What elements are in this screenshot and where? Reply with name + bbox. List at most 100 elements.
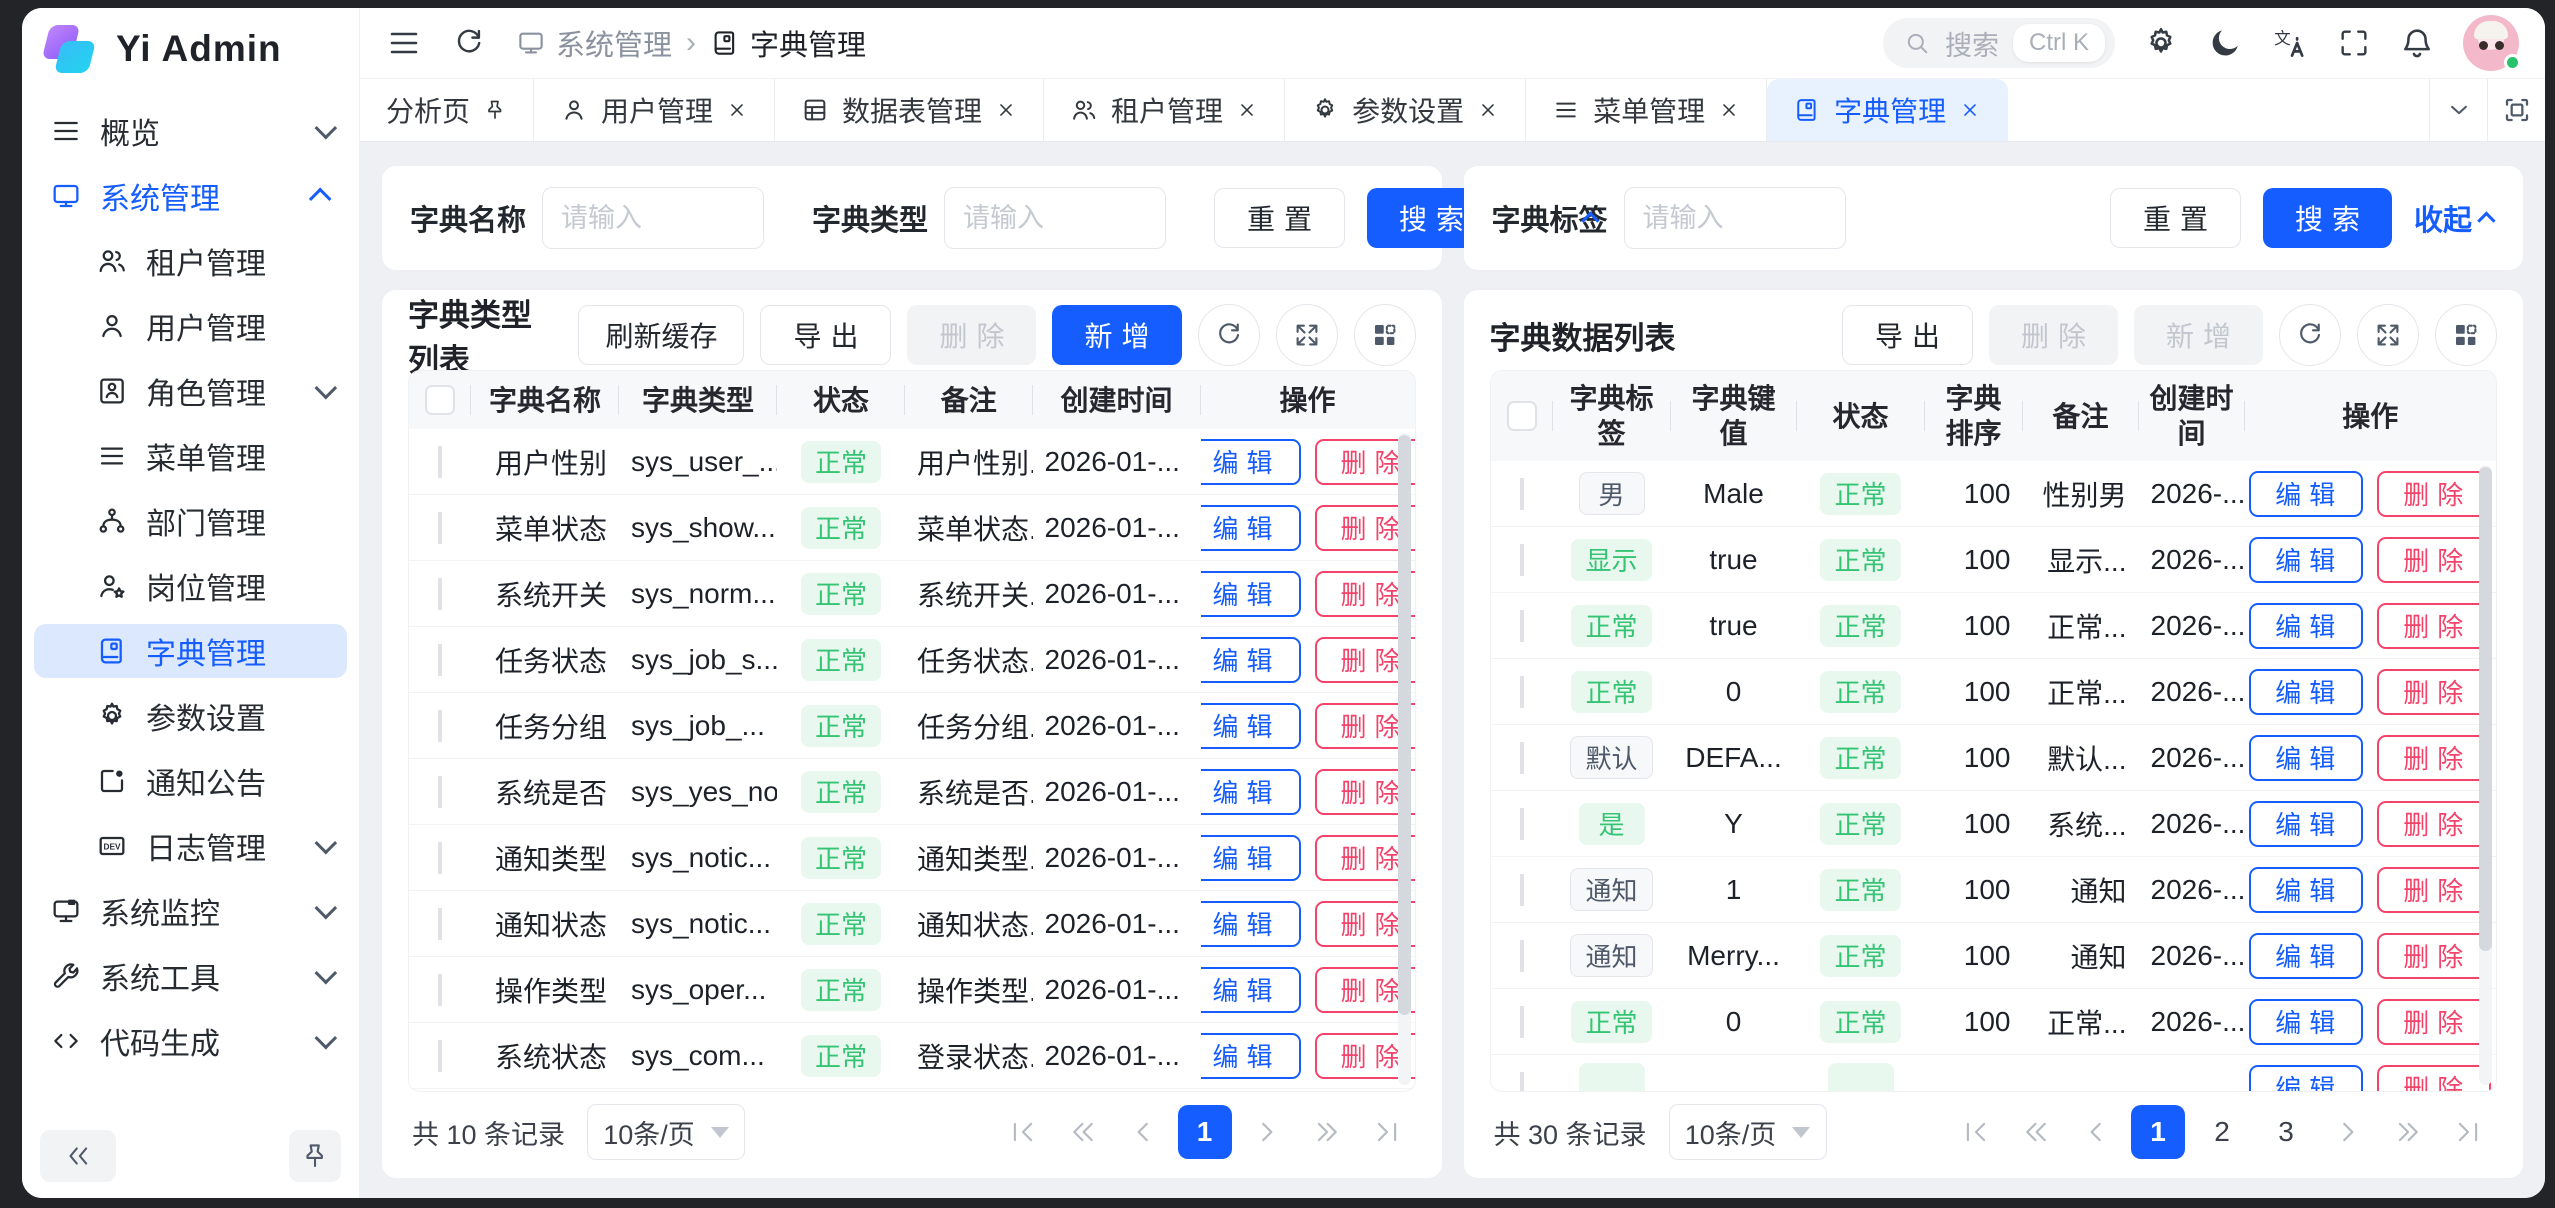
column-settings-icon[interactable]	[2435, 304, 2497, 366]
row-checkbox[interactable]	[1519, 873, 1524, 906]
delete-button[interactable]: 删除	[2377, 734, 2492, 781]
edit-button[interactable]: 编辑	[2249, 932, 2364, 979]
toolbar-button-导出[interactable]: 导出	[1841, 305, 1973, 365]
delete-button[interactable]: 删除	[2377, 602, 2492, 649]
tab-0[interactable]: 分析页	[360, 79, 535, 141]
page-first-button[interactable]	[998, 1107, 1048, 1157]
tab-2[interactable]: 数据表管理	[775, 79, 1045, 141]
page-number-1[interactable]: 1	[1177, 1105, 1232, 1159]
row-checkbox[interactable]	[438, 775, 442, 808]
page-size-select[interactable]: 10条/页	[1668, 1104, 1827, 1160]
refresh-page-icon[interactable]	[452, 26, 486, 60]
pin-icon[interactable]	[483, 98, 507, 122]
tab-close-icon[interactable]	[995, 99, 1017, 121]
page-number-1[interactable]: 1	[2131, 1105, 2185, 1159]
row-checkbox[interactable]	[1519, 741, 1524, 774]
sidebar-item-11[interactable]: DEV 日志管理	[34, 819, 347, 873]
sidebar-item-10[interactable]: 通知公告	[34, 754, 347, 808]
edit-button[interactable]: 编辑	[2249, 866, 2364, 913]
dict-name-input[interactable]	[542, 187, 765, 249]
tab-6[interactable]: 字典管理	[1767, 79, 2009, 141]
edit-button[interactable]: 编辑	[1200, 570, 1301, 617]
sidebar-item-5[interactable]: 菜单管理	[34, 429, 347, 483]
breadcrumb-item-1[interactable]: 字典管理	[710, 22, 866, 64]
column-settings-icon[interactable]	[1353, 304, 1416, 366]
edit-button[interactable]: 编辑	[2249, 734, 2364, 781]
row-checkbox[interactable]	[1519, 477, 1524, 510]
tab-close-icon[interactable]	[1959, 99, 1981, 121]
page-fwd5-button[interactable]	[2383, 1107, 2433, 1157]
select-all-checkbox[interactable]	[1506, 401, 1537, 431]
edit-button[interactable]: 编辑	[1200, 702, 1301, 749]
sidebar-item-7[interactable]: 岗位管理	[34, 559, 347, 613]
row-checkbox[interactable]	[1519, 609, 1524, 642]
tab-close-icon[interactable]	[1477, 99, 1499, 121]
sidebar-item-9[interactable]: 参数设置	[34, 689, 347, 743]
hamburger-menu-icon[interactable]	[386, 25, 422, 61]
tabs-dropdown-button[interactable]	[2429, 79, 2487, 141]
fullscreen-icon[interactable]	[2337, 26, 2371, 60]
delete-button[interactable]: 删除	[2377, 932, 2492, 979]
sidebar-item-8[interactable]: 字典管理	[34, 624, 347, 678]
row-checkbox[interactable]	[1519, 807, 1524, 840]
toolbar-button-新增[interactable]: 新增	[1052, 305, 1182, 365]
edit-button[interactable]: 编辑	[1200, 768, 1301, 815]
edit-button[interactable]: 编辑	[1200, 966, 1301, 1013]
edit-button[interactable]: 编辑	[2249, 602, 2364, 649]
row-checkbox[interactable]	[1519, 1071, 1524, 1091]
edit-button[interactable]: 编辑	[2249, 1064, 2364, 1091]
edit-button[interactable]: 编辑	[2249, 998, 2364, 1045]
delete-button[interactable]: 删除	[2377, 800, 2492, 847]
bell-icon[interactable]	[2399, 25, 2435, 61]
gear-icon[interactable]	[2143, 25, 2179, 61]
edit-button[interactable]: 编辑	[1200, 1032, 1301, 1079]
moon-icon[interactable]	[2207, 25, 2243, 61]
row-checkbox[interactable]	[1519, 675, 1524, 708]
row-checkbox[interactable]	[438, 973, 442, 1006]
delete-button[interactable]: 删除	[2377, 536, 2492, 583]
page-number-2[interactable]: 2	[2214, 1116, 2230, 1147]
reset-button[interactable]: 重置	[1214, 188, 1346, 248]
page-first-button[interactable]	[1951, 1107, 2001, 1157]
tab-close-icon[interactable]	[1718, 99, 1740, 121]
tab-close-icon[interactable]	[726, 99, 748, 121]
delete-button[interactable]: 删除	[2377, 470, 2492, 517]
page-last-button[interactable]	[2443, 1107, 2493, 1157]
row-checkbox[interactable]	[1519, 1005, 1524, 1038]
avatar[interactable]	[2463, 15, 2521, 71]
dict-label-input[interactable]	[1623, 187, 1846, 249]
edit-button[interactable]: 编辑	[1200, 900, 1301, 947]
sidebar-item-2[interactable]: 租户管理	[34, 234, 347, 288]
toolbar-button-导出[interactable]: 导出	[760, 305, 892, 365]
tab-1[interactable]: 用户管理	[534, 79, 776, 141]
collapse-filters-link[interactable]: 收起	[2414, 197, 2496, 239]
edit-button[interactable]: 编辑	[1200, 636, 1301, 683]
sidebar-item-1[interactable]: 系统管理	[34, 169, 347, 223]
row-checkbox[interactable]	[1519, 939, 1524, 972]
sidebar-item-13[interactable]: 系统工具	[34, 949, 347, 1003]
page-back5-button[interactable]	[1058, 1107, 1108, 1157]
refresh-table-icon[interactable]	[1197, 304, 1260, 366]
page-prev-button[interactable]	[2071, 1107, 2121, 1157]
row-checkbox[interactable]	[438, 1039, 442, 1072]
edit-button[interactable]: 编辑	[1200, 438, 1301, 485]
edit-button[interactable]: 编辑	[2249, 800, 2364, 847]
delete-button[interactable]: 删除	[2377, 998, 2492, 1045]
content-maximize-button[interactable]	[2487, 79, 2545, 141]
delete-button[interactable]: 删除	[2377, 668, 2492, 715]
breadcrumb-item-0[interactable]: 系统管理	[516, 22, 672, 64]
row-checkbox[interactable]	[438, 577, 442, 610]
search-button[interactable]: 搜索	[2262, 188, 2392, 248]
sidebar-item-14[interactable]: 代码生成	[34, 1014, 347, 1068]
tab-close-icon[interactable]	[1236, 99, 1258, 121]
expand-table-icon[interactable]	[2357, 304, 2419, 366]
page-next-button[interactable]	[1242, 1107, 1292, 1157]
edit-button[interactable]: 编辑	[1200, 834, 1301, 881]
page-fwd5-button[interactable]	[1302, 1107, 1352, 1157]
dict-type-input[interactable]	[944, 187, 1167, 249]
edit-button[interactable]: 编辑	[1200, 504, 1301, 551]
row-checkbox[interactable]	[438, 445, 442, 478]
reset-button[interactable]: 重置	[2109, 188, 2241, 248]
page-prev-button[interactable]	[1118, 1107, 1168, 1157]
translate-icon[interactable]: 文	[2271, 24, 2309, 62]
